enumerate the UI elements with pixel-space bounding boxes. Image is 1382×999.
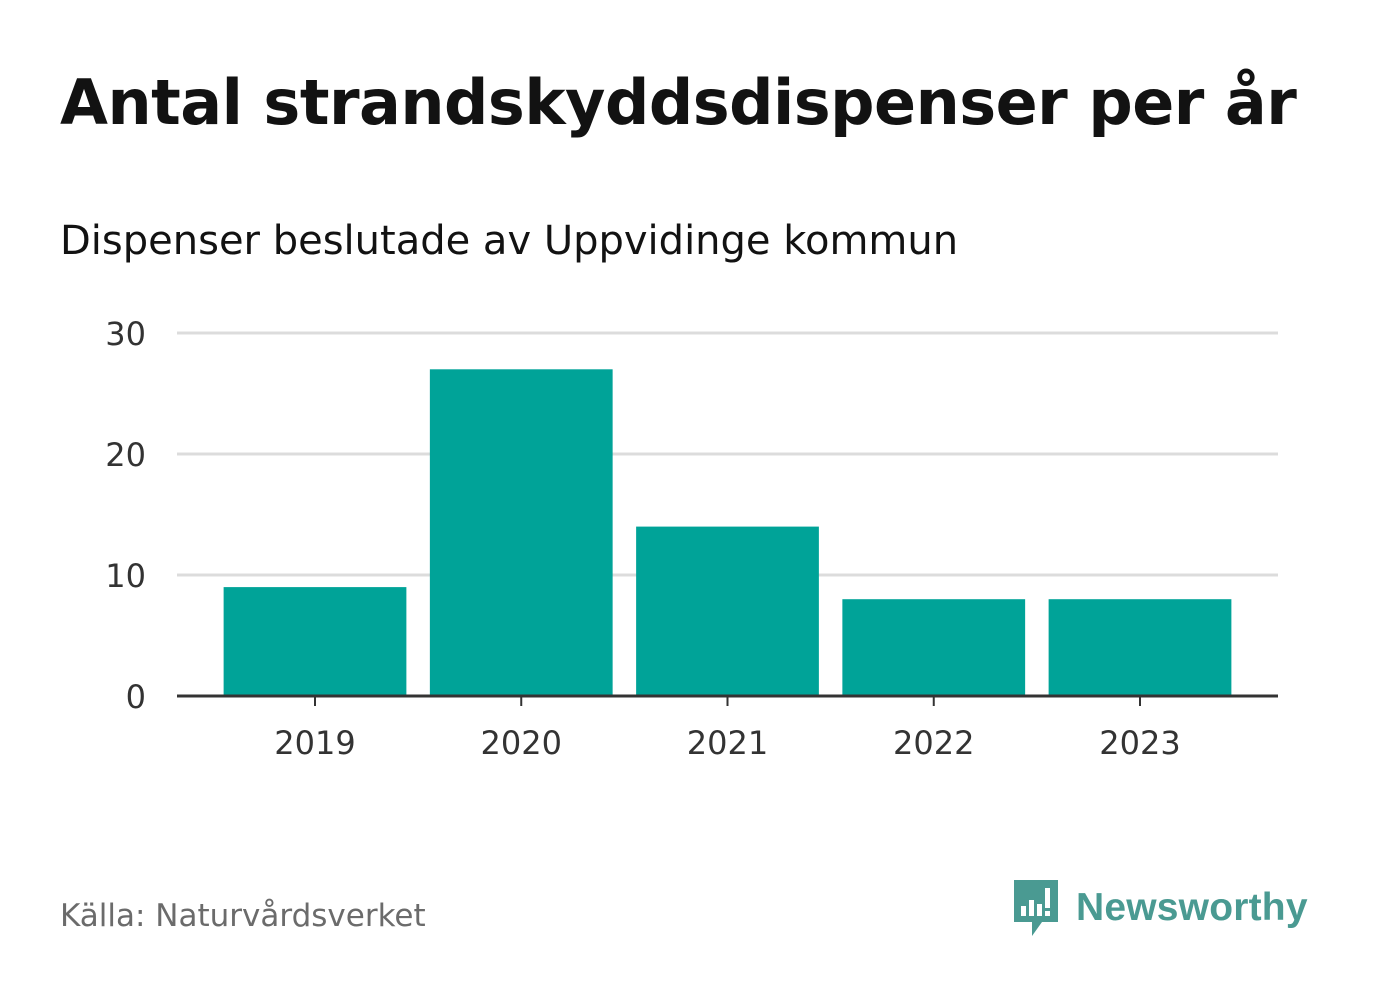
bars <box>223 369 1232 696</box>
newsworthy-logo-icon <box>1014 880 1058 936</box>
y-tick-label: 30 <box>105 315 146 353</box>
bar-2019 <box>223 587 407 696</box>
x-tick-label: 2023 <box>1099 724 1180 762</box>
brand-name: Newsworthy <box>1076 886 1308 929</box>
chart-title: Antal strandskyddsdispenser per år <box>60 66 1297 139</box>
bar-2023 <box>1048 599 1232 696</box>
bar-chart: 0 10 20 30 2019 2020 2021 2022 2023 <box>105 315 1278 762</box>
x-tick-label: 2022 <box>893 724 974 762</box>
y-tick-label: 10 <box>105 557 146 595</box>
x-tick-label: 2019 <box>274 724 355 762</box>
y-tick-label: 0 <box>126 678 146 716</box>
bar-2020 <box>429 369 613 696</box>
bar-2021 <box>636 526 819 696</box>
x-tick-label: 2020 <box>481 724 562 762</box>
y-tick-label: 20 <box>105 436 146 474</box>
source-note: Källa: Naturvårdsverket <box>60 898 426 934</box>
x-tick-label: 2021 <box>687 724 768 762</box>
newsworthy-logo: Newsworthy <box>1010 876 1308 940</box>
chart-subtitle: Dispenser beslutade av Uppvidinge kommun <box>60 218 959 264</box>
axes: 0 10 20 30 2019 2020 2021 2022 2023 <box>105 315 1278 762</box>
bar-2022 <box>842 599 1026 696</box>
